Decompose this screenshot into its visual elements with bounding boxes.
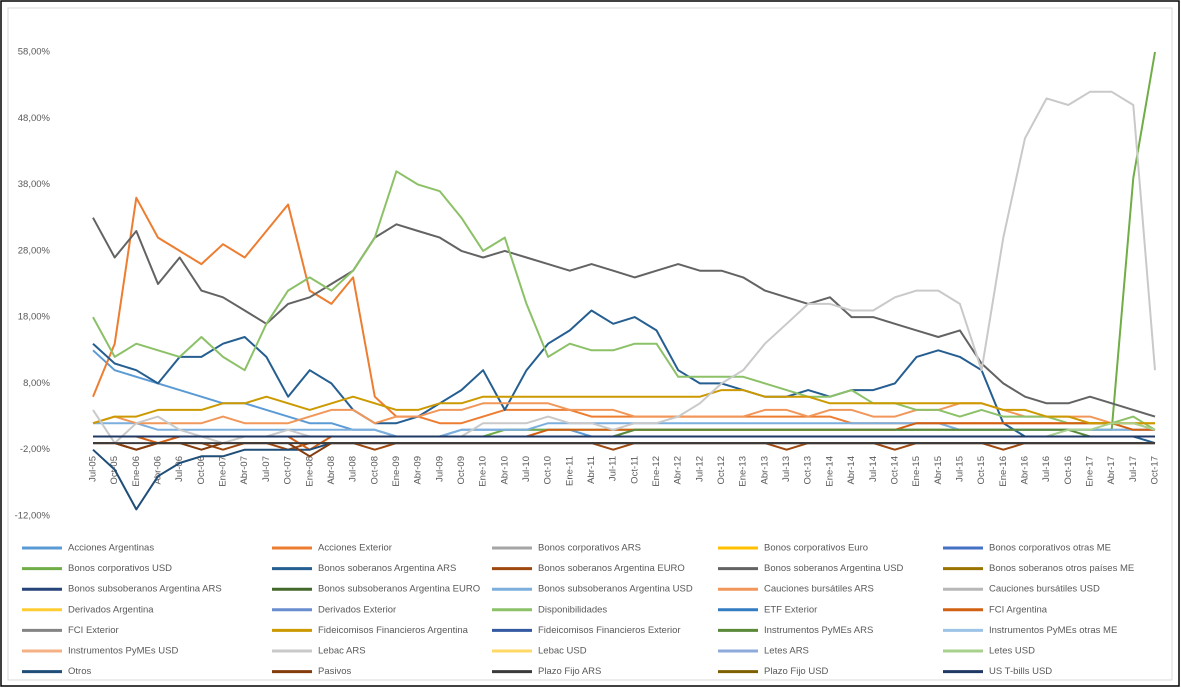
legend-label: Instrumentos PyMEs USD — [68, 646, 178, 657]
y-tick-label: 8,00% — [23, 378, 50, 389]
x-tick-label: Oct-12 — [716, 456, 727, 485]
x-tick-label: Abr-07 — [239, 456, 250, 485]
legend-label: Bonos corporativos Euro — [764, 543, 868, 554]
y-tick-label: 28,00% — [18, 245, 51, 256]
legend-label: Acciones Argentinas — [68, 543, 154, 554]
x-tick-label: Jul-09 — [434, 456, 445, 482]
x-tick-label: Jul-06 — [174, 456, 185, 482]
series-line — [92, 90, 1156, 445]
x-tick-label: Ene-07 — [218, 456, 229, 487]
x-tick-label: Ene-16 — [998, 456, 1009, 487]
legend-label: Disponibilidades — [538, 604, 607, 615]
legend-label: FCI Exterior — [68, 625, 119, 636]
legend-label: Plazo Fijo USD — [764, 666, 829, 677]
y-tick-label: -12,00% — [15, 511, 51, 522]
legend-label: Bonos soberanos Argentina USD — [764, 563, 904, 574]
x-tick-label: Abr-09 — [413, 456, 424, 485]
legend-label: Otros — [68, 666, 91, 677]
x-tick-label: Ene-10 — [478, 456, 489, 487]
x-tick-label: Jul-14 — [868, 456, 879, 482]
x-tick-label: Abr-13 — [759, 456, 770, 485]
series-line — [92, 309, 1156, 445]
x-tick-label: Abr-15 — [933, 456, 944, 485]
y-tick-label: 38,00% — [18, 179, 51, 190]
legend-label: Bonos subsoberanos Argentina EURO — [318, 584, 480, 595]
x-tick-label: Ene-13 — [738, 456, 749, 487]
legend-label: Bonos corporativos USD — [68, 563, 172, 574]
x-tick-label: Jul-13 — [781, 456, 792, 482]
x-tick-label: Oct-17 — [1150, 456, 1161, 485]
legend-label: Bonos soberanos Argentina ARS — [318, 563, 456, 574]
x-tick-label: Oct-10 — [543, 456, 554, 485]
y-tick-label: 48,00% — [18, 113, 51, 124]
x-tick-label: Jul-12 — [694, 456, 705, 482]
x-tick-label: Jul-15 — [954, 456, 965, 482]
x-tick-label: Abr-16 — [1019, 456, 1030, 485]
y-tick-label: 58,00% — [18, 47, 51, 58]
legend-label: Fideicomisos Financieros Exterior — [538, 625, 681, 636]
x-tick-label: Oct-14 — [889, 456, 900, 485]
legend-label: Bonos corporativos otras ME — [989, 543, 1111, 554]
x-tick-label: Ene-06 — [131, 456, 142, 487]
x-tick-label: Ene-12 — [651, 456, 662, 487]
x-tick-label: Ene-14 — [824, 456, 835, 487]
x-tick-label: Oct-06 — [196, 456, 207, 485]
x-tick-label: Oct-16 — [1063, 456, 1074, 485]
x-tick-label: Abr-11 — [586, 456, 597, 484]
x-tick-label: Ene-15 — [911, 456, 922, 487]
x-tick-label: Jul-17 — [1128, 456, 1139, 482]
x-tick-label: Jul-10 — [521, 456, 532, 482]
x-tick-label: Abr-14 — [846, 456, 857, 485]
x-tick-label: Oct-15 — [976, 456, 987, 485]
x-tick-label: Jul-05 — [88, 456, 99, 482]
x-tick-label: Ene-09 — [391, 456, 402, 487]
x-tick-label: Abr-17 — [1106, 456, 1117, 485]
x-tick-label: Oct-13 — [803, 456, 814, 485]
x-tick-label: Oct-11 — [629, 456, 640, 484]
legend-label: Lebac ARS — [318, 646, 366, 657]
legend-label: Bonos subsoberanos Argentina ARS — [68, 584, 222, 595]
legend-label: Bonos subsoberanos Argentina USD — [538, 584, 693, 595]
x-tick-label: Ene-11 — [564, 456, 575, 486]
x-tick-label: Jul-07 — [261, 456, 272, 482]
y-tick-label: 18,00% — [18, 312, 51, 323]
legend-label: Fideicomisos Financieros Argentina — [318, 625, 469, 636]
x-tick-label: Oct-07 — [283, 456, 294, 485]
legend-label: Letes ARS — [764, 646, 809, 657]
legend-label: Plazo Fijo ARS — [538, 666, 601, 677]
legend-label: Pasivos — [318, 666, 352, 677]
x-tick-label: Abr-12 — [673, 456, 684, 485]
y-tick-label: -2,00% — [20, 444, 51, 455]
x-tick-label: Abr-08 — [326, 456, 337, 485]
legend-label: Derivados Exterior — [318, 604, 396, 615]
legend-label: Letes USD — [989, 646, 1035, 657]
x-tick-label: Jul-08 — [348, 456, 359, 482]
legend-label: FCI Argentina — [989, 604, 1048, 615]
legend-label: Acciones Exterior — [318, 543, 392, 554]
series-line — [92, 170, 1156, 431]
x-tick-label: Ene-08 — [304, 456, 315, 487]
legend-label: Cauciones bursátiles USD — [989, 584, 1100, 595]
legend-label: Instrumentos PyMEs otras ME — [989, 625, 1117, 636]
legend-label: Bonos corporativos ARS — [538, 543, 641, 554]
x-tick-label: Oct-08 — [369, 456, 380, 485]
legend-label: Lebac USD — [538, 646, 587, 657]
legend-label: Bonos soberanos otros países ME — [989, 563, 1134, 574]
chart-frame — [7, 7, 1173, 681]
legend-label: Derivados Argentina — [68, 604, 154, 615]
legend-label: US T-bills USD — [989, 666, 1052, 677]
legend-label: Instrumentos PyMEs ARS — [764, 625, 873, 636]
legend-label: Cauciones bursátiles ARS — [764, 584, 874, 595]
x-tick-label: Ene-17 — [1084, 456, 1095, 487]
legend-label: ETF Exterior — [764, 604, 817, 615]
x-tick-label: Jul-11 — [608, 456, 619, 481]
series-line — [92, 389, 1155, 425]
x-tick-label: Jul-16 — [1041, 456, 1052, 482]
x-tick-label: Abr-10 — [499, 456, 510, 485]
x-tick-label: Abr-06 — [153, 456, 164, 485]
x-tick-label: Oct-09 — [456, 456, 467, 485]
legend-label: Bonos soberanos Argentina EURO — [538, 563, 685, 574]
